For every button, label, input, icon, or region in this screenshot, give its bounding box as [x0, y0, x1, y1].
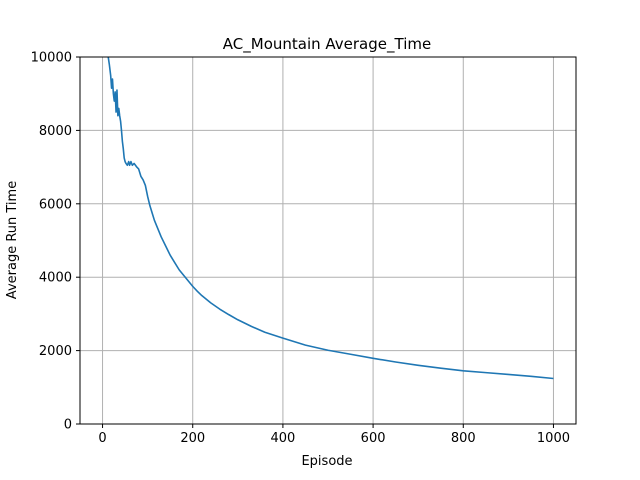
x-tick-label-0: 0	[98, 431, 106, 446]
y-tick-label-6000: 6000	[39, 197, 72, 212]
x-tick-label-800: 800	[451, 431, 476, 446]
plot-area	[80, 57, 576, 424]
series-layer	[107, 57, 554, 380]
y-tick-label-8000: 8000	[39, 124, 72, 139]
x-tick-label-200: 200	[180, 431, 205, 446]
x-tick-label-1000: 1000	[537, 431, 570, 446]
y-tick-label-10000: 10000	[31, 51, 72, 66]
gridlines	[80, 56, 576, 425]
plot-frame	[79, 56, 577, 425]
series-line-0	[107, 57, 554, 380]
chart-title: AC_Mountain Average_Time	[223, 35, 431, 54]
y-tick-label-2000: 2000	[39, 344, 72, 359]
x-tick-label-400: 400	[270, 431, 295, 446]
y-axis-label: Average Run Time	[5, 181, 20, 299]
y-tick-label-4000: 4000	[39, 271, 72, 286]
y-tick-label-0: 0	[64, 418, 72, 433]
x-tick-label-600: 600	[361, 431, 386, 446]
x-axis-label: Episode	[301, 454, 352, 469]
